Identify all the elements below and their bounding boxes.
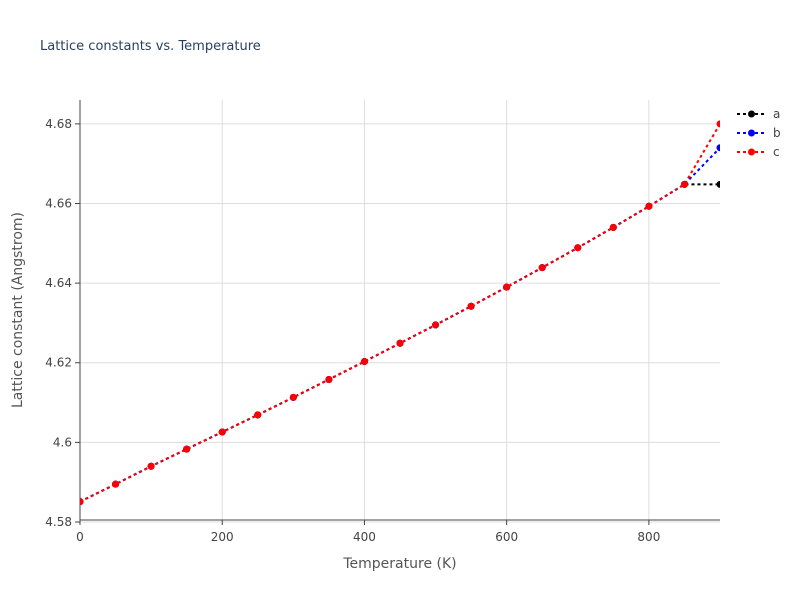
legend-label: c [773, 145, 780, 159]
y-tick-label: 4.64 [45, 276, 72, 290]
data-point-c[interactable] [218, 428, 226, 436]
series-c [77, 120, 724, 506]
data-point-b[interactable] [716, 144, 724, 152]
data-point-c[interactable] [112, 480, 120, 488]
y-tick-label: 4.58 [45, 515, 72, 529]
y-tick-label: 4.66 [45, 197, 72, 211]
y-tick-label: 4.62 [45, 356, 72, 370]
data-point-c[interactable] [254, 411, 262, 419]
data-point-c[interactable] [432, 321, 440, 329]
data-point-c[interactable] [467, 302, 475, 310]
data-point-c[interactable] [503, 283, 511, 291]
data-point-c[interactable] [716, 120, 724, 128]
data-point-c[interactable] [183, 445, 191, 453]
series-line-b [80, 147, 720, 503]
legend-marker-swatch [748, 148, 755, 156]
x-tick-label: 600 [495, 530, 518, 544]
legend-item-b[interactable]: b [737, 126, 781, 140]
data-point-c[interactable] [77, 498, 84, 506]
legend-label: a [773, 107, 780, 121]
data-point-c[interactable] [645, 202, 653, 210]
x-axis-title: Temperature (K) [342, 556, 456, 572]
data-point-c[interactable] [396, 339, 404, 347]
legend-marker-swatch [748, 129, 755, 137]
y-axis-title: Lattice constant (Angstrom) [10, 212, 26, 408]
series-b [80, 144, 724, 506]
series-area [77, 120, 724, 506]
legend-label: b [773, 126, 781, 140]
data-point-c[interactable] [680, 180, 688, 188]
y-tick-label: 4.6 [53, 435, 72, 449]
data-point-c[interactable] [289, 393, 297, 401]
x-tick-label: 200 [211, 530, 234, 544]
legend-marker-swatch [748, 110, 755, 118]
legend[interactable]: abc [737, 107, 781, 159]
data-point-c[interactable] [325, 375, 333, 383]
chart-title: Lattice constants vs. Temperature [40, 39, 261, 54]
data-point-c[interactable] [574, 244, 582, 252]
x-tick-label: 800 [637, 530, 660, 544]
x-tick-label: 0 [76, 530, 84, 544]
x-tick-label: 400 [353, 530, 376, 544]
y-tick-label: 4.68 [45, 117, 72, 131]
data-point-c[interactable] [609, 223, 617, 231]
data-point-c[interactable] [360, 358, 368, 366]
data-point-a[interactable] [716, 180, 724, 188]
series-line-c [80, 123, 720, 503]
legend-item-c[interactable]: c [737, 145, 780, 159]
x-tick-labels: 0 200 400 600 800 [76, 530, 660, 544]
data-point-c[interactable] [147, 462, 155, 470]
axes [75, 100, 720, 525]
data-point-c[interactable] [538, 264, 546, 272]
legend-item-a[interactable]: a [737, 107, 780, 121]
gridlines [80, 100, 720, 523]
y-tick-labels: 4.58 4.6 4.62 4.64 4.66 4.68 [45, 117, 72, 529]
